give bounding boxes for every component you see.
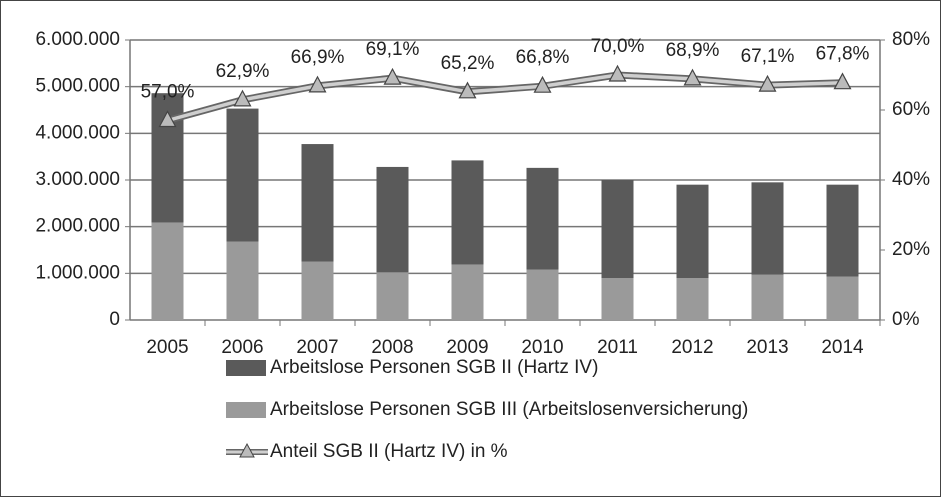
bar [601, 180, 634, 278]
bar [526, 269, 559, 320]
y2-tick-label: 80% [892, 29, 930, 50]
y-tick-label: 6.000.000 [35, 29, 120, 50]
x-tick-label: 2012 [671, 337, 713, 358]
x-tick-label: 2009 [446, 337, 488, 358]
marker [683, 68, 702, 86]
value-label: 62,9% [216, 61, 270, 82]
marker [533, 75, 552, 93]
bar [751, 274, 784, 320]
bar [826, 276, 859, 320]
legend-label: Anteil SGB II (Hartz IV) in % [270, 441, 508, 462]
value-label: 67,1% [741, 46, 795, 67]
bar [451, 264, 484, 320]
y-tick-label: 5.000.000 [35, 76, 120, 97]
marker [833, 72, 852, 90]
marker [458, 81, 477, 99]
line [167, 73, 843, 123]
value-label: 66,8% [516, 47, 570, 68]
bar [226, 241, 259, 320]
marker [383, 67, 402, 85]
y-tick-label: 4.000.000 [35, 122, 120, 143]
bar [226, 108, 259, 242]
bar [376, 166, 409, 273]
marker [308, 75, 327, 93]
x-tick-label: 2008 [371, 337, 413, 358]
bar [151, 222, 184, 320]
x-tick-label: 2005 [146, 337, 188, 358]
bar [601, 278, 634, 320]
bar [826, 184, 859, 277]
x-tick-label: 2007 [296, 337, 338, 358]
value-label: 66,9% [291, 47, 345, 68]
y-tick-label: 2.000.000 [35, 216, 120, 237]
x-tick-label: 2010 [521, 337, 563, 358]
value-label: 67,8% [816, 44, 870, 65]
bar [676, 184, 709, 278]
value-label: 57,0% [141, 82, 195, 103]
y2-tick-label: 40% [892, 169, 930, 190]
bar [526, 167, 559, 270]
y2-tick-label: 60% [892, 99, 930, 120]
y-tick-label: 0 [109, 309, 120, 330]
legend-marker [239, 442, 255, 458]
bar [376, 272, 409, 320]
bar [451, 160, 484, 265]
legend-label: Arbeitslose Personen SGB III (Arbeitslos… [270, 399, 748, 420]
value-label: 70,0% [591, 36, 645, 57]
x-tick-label: 2011 [597, 337, 638, 358]
legend-label: Arbeitslose Personen SGB II (Hartz IV) [270, 357, 598, 378]
x-tick-label: 2006 [221, 337, 263, 358]
marker [608, 64, 627, 82]
marker [758, 74, 777, 92]
y2-tick-label: 20% [892, 239, 930, 260]
bar [301, 144, 334, 262]
x-tick-label: 2013 [746, 337, 788, 358]
value-label: 65,2% [441, 53, 495, 74]
bar [676, 278, 709, 320]
legend-swatch [226, 360, 266, 376]
value-label: 68,9% [666, 40, 720, 61]
y-tick-label: 3.000.000 [35, 169, 120, 190]
y2-tick-label: 0% [892, 309, 920, 330]
bar [751, 182, 784, 275]
x-tick-label: 2014 [821, 337, 864, 358]
marker [233, 89, 252, 107]
legend-swatch [226, 402, 266, 418]
y-tick-label: 1.000.000 [35, 262, 120, 283]
marker [158, 110, 177, 128]
value-label: 69,1% [366, 39, 420, 60]
bar [301, 261, 334, 320]
